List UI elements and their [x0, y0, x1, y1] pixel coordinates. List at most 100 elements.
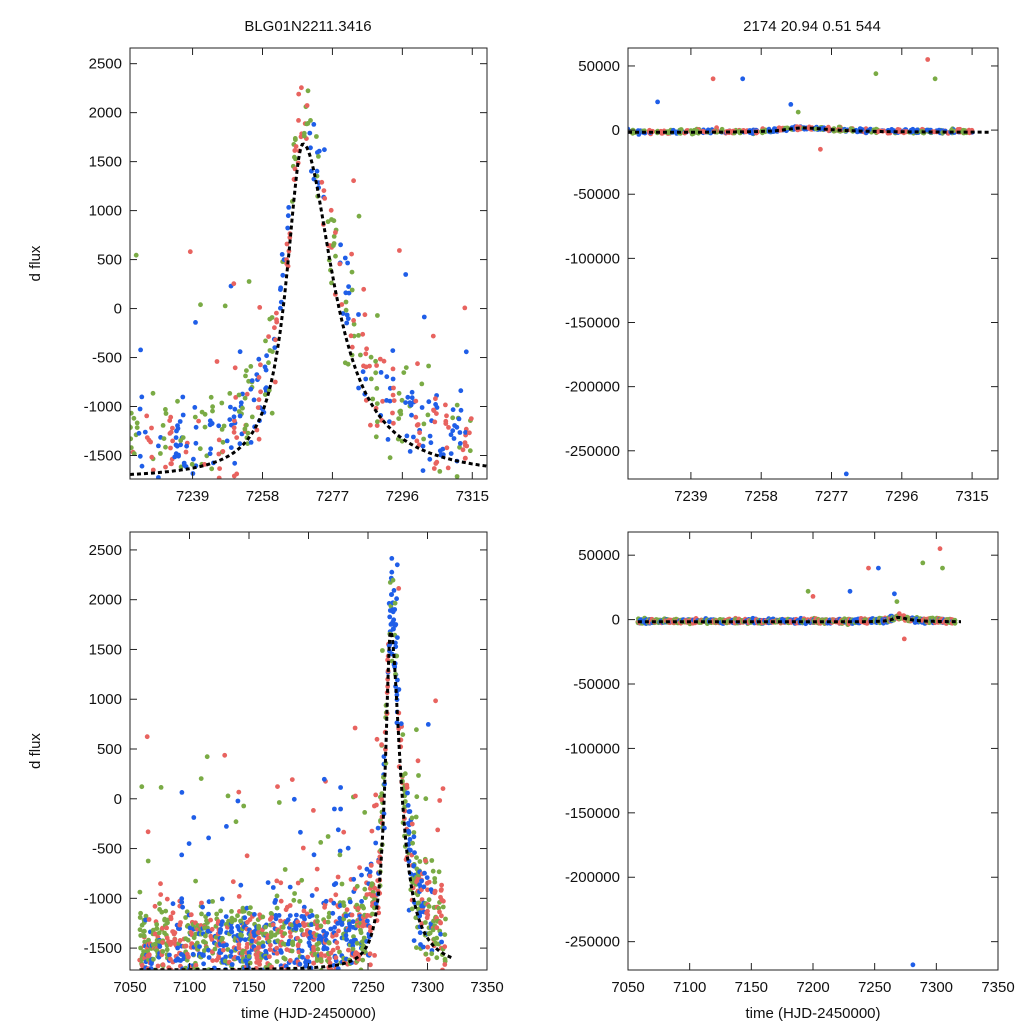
- data-point: [141, 929, 146, 934]
- data-point: [203, 933, 208, 939]
- data-point: [390, 348, 396, 353]
- data-point: [270, 885, 276, 890]
- data-point: [332, 925, 337, 930]
- data-point: [149, 961, 154, 967]
- data-point: [299, 877, 305, 883]
- data-point: [170, 438, 176, 444]
- data-point: [431, 407, 436, 413]
- data-point: [373, 370, 379, 376]
- data-point: [325, 219, 331, 225]
- data-point: [337, 261, 343, 267]
- data-point: [303, 963, 309, 969]
- data-point: [367, 869, 373, 875]
- x-tick-label: 7277: [316, 488, 349, 505]
- data-point: [245, 941, 250, 947]
- y-tick-label: 50000: [578, 58, 620, 75]
- data-point: [362, 949, 368, 955]
- data-point: [358, 927, 363, 933]
- data-point: [170, 901, 176, 907]
- data-point: [344, 312, 350, 318]
- data-point: [400, 732, 406, 737]
- data-point: [234, 435, 240, 440]
- data-point: [336, 928, 341, 934]
- data-point: [289, 948, 295, 954]
- data-point: [236, 392, 242, 398]
- data-point: [395, 635, 400, 640]
- data-point: [343, 290, 349, 296]
- data-point: [210, 404, 216, 410]
- data-point: [242, 937, 248, 943]
- data-point: [143, 913, 149, 919]
- data-point: [238, 400, 244, 406]
- data-point: [274, 951, 280, 956]
- y-axis-label: d flux: [27, 733, 44, 769]
- data-point: [223, 954, 229, 960]
- data-point: [374, 386, 380, 391]
- data-point: [397, 248, 402, 253]
- data-point: [180, 394, 186, 400]
- data-point: [233, 395, 239, 400]
- data-point: [228, 949, 234, 955]
- data-point: [421, 436, 426, 442]
- data-point: [425, 887, 430, 893]
- data-point: [177, 419, 183, 424]
- data-point: [361, 943, 366, 949]
- data-point: [285, 213, 291, 219]
- data-point: [286, 205, 292, 210]
- data-point: [278, 898, 284, 904]
- data-point: [231, 425, 237, 431]
- data-point: [294, 912, 299, 918]
- data-point: [199, 900, 204, 906]
- data-point: [225, 793, 231, 799]
- data-point: [172, 930, 178, 936]
- data-point: [177, 926, 183, 932]
- data-point: [284, 241, 290, 247]
- data-point: [810, 594, 816, 599]
- data-point: [186, 841, 192, 846]
- data-point: [328, 207, 334, 213]
- y-tick-label: 2500: [89, 542, 122, 559]
- data-point: [206, 899, 212, 905]
- data-point: [315, 919, 320, 924]
- x-tick-label: 7350: [981, 979, 1014, 996]
- data-point: [232, 418, 237, 424]
- data-point: [296, 91, 302, 97]
- data-point: [333, 253, 338, 259]
- data-point: [364, 866, 370, 872]
- data-point: [387, 614, 393, 620]
- data-point: [208, 917, 214, 923]
- data-point: [238, 918, 243, 924]
- data-point: [322, 196, 328, 201]
- data-point: [375, 419, 380, 425]
- y-axis-label: d flux: [27, 245, 44, 281]
- data-point: [328, 897, 334, 903]
- data-point: [297, 961, 303, 967]
- data-point: [346, 947, 351, 953]
- data-point: [297, 922, 302, 928]
- data-point: [377, 860, 382, 865]
- data-point: [241, 803, 247, 809]
- x-tick-label: 7200: [796, 979, 829, 996]
- data-point: [275, 784, 280, 789]
- data-point: [301, 914, 307, 919]
- data-point: [163, 908, 169, 914]
- data-point: [417, 859, 423, 864]
- data-point: [237, 413, 243, 419]
- data-point: [137, 927, 143, 933]
- y-tick-label: -1500: [84, 447, 122, 464]
- data-point: [194, 940, 200, 946]
- data-point: [937, 546, 943, 552]
- data-point: [145, 858, 151, 864]
- y-tick-label: -150000: [565, 805, 620, 822]
- data-point: [352, 725, 358, 731]
- data-point: [193, 963, 199, 968]
- data-point: [222, 303, 228, 309]
- y-tick-label: -150000: [565, 315, 620, 332]
- data-point: [206, 955, 212, 960]
- data-point: [373, 434, 379, 440]
- data-point: [149, 454, 155, 460]
- data-point: [173, 451, 179, 457]
- data-point: [158, 451, 163, 456]
- data-point: [231, 414, 237, 420]
- data-point: [282, 867, 288, 872]
